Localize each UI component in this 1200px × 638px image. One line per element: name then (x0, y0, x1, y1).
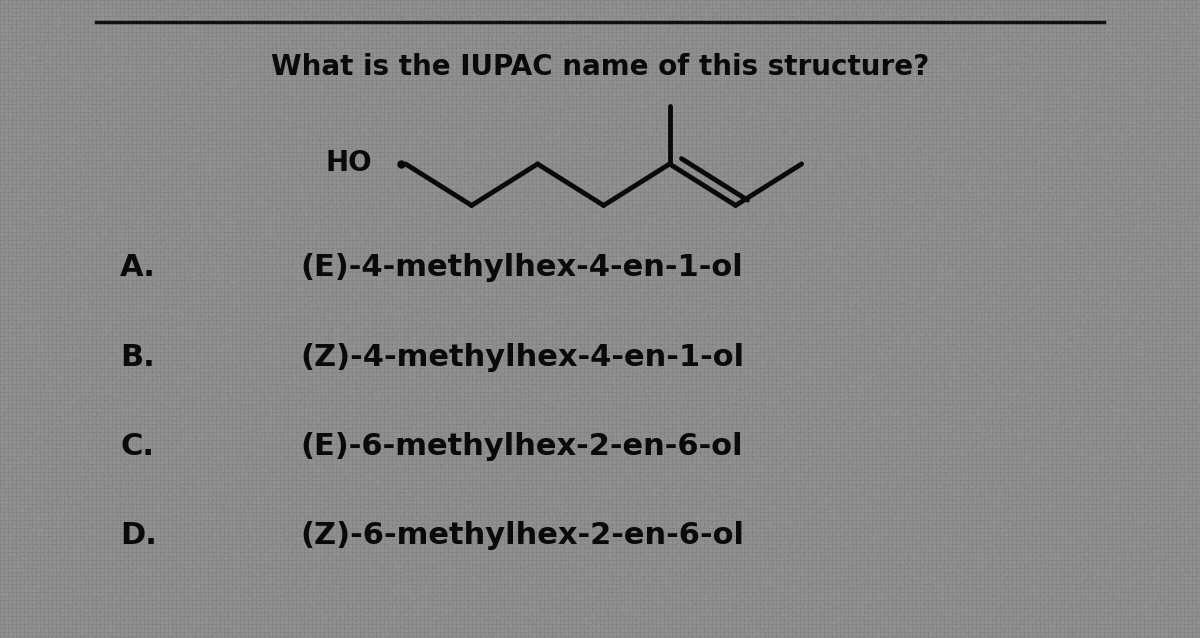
Text: (Z)-4-methylhex-4-en-1-ol: (Z)-4-methylhex-4-en-1-ol (300, 343, 744, 372)
Text: HO: HO (325, 149, 372, 177)
Text: A.: A. (120, 253, 156, 283)
Text: (E)-4-methylhex-4-en-1-ol: (E)-4-methylhex-4-en-1-ol (300, 253, 743, 283)
Text: (Z)-6-methylhex-2-en-6-ol: (Z)-6-methylhex-2-en-6-ol (300, 521, 744, 551)
Text: B.: B. (120, 343, 155, 372)
Text: What is the IUPAC name of this structure?: What is the IUPAC name of this structure… (271, 53, 929, 81)
Text: C.: C. (120, 432, 154, 461)
Text: D.: D. (120, 521, 157, 551)
Text: (E)-6-methylhex-2-en-6-ol: (E)-6-methylhex-2-en-6-ol (300, 432, 743, 461)
